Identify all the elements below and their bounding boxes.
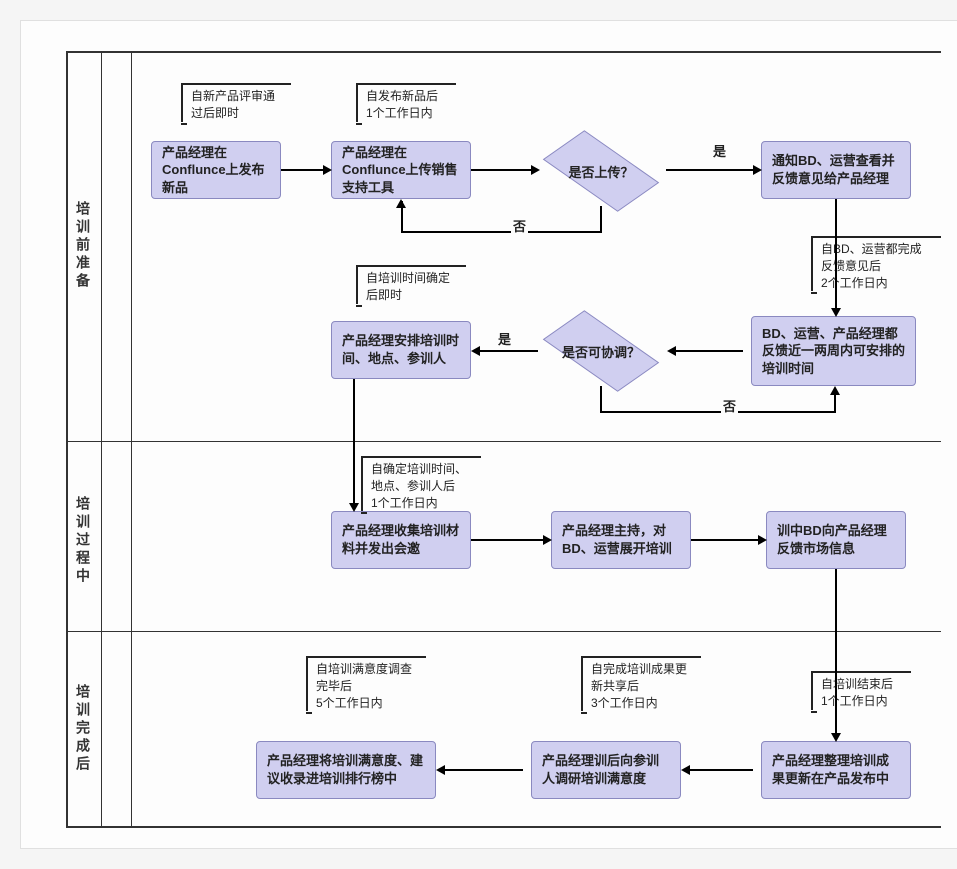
label-yes2: 是: [496, 329, 513, 348]
node-feedback-time: BD、运营、产品经理都反馈近一两周内可安排的培训时间: [751, 316, 916, 386]
edge-n5-n6: [676, 350, 743, 352]
annotation-a2: 自发布新品后1个工作日内: [356, 83, 456, 122]
annotation-a1: 自新产品评审通过后即时: [181, 83, 291, 122]
node-upload-tools: 产品经理在Conflunce上传销售支持工具: [331, 141, 471, 199]
swimlane-label-3: 培训完成后: [73, 631, 93, 826]
border-bottom: [66, 826, 941, 828]
node-update-results: 产品经理整理培训成果更新在产品发布中: [761, 741, 911, 799]
node-notify-bd: 通知BD、运营查看并反馈意见给产品经理: [761, 141, 911, 199]
node-is-uploaded: 是否上传？: [536, 136, 666, 206]
node-can-coordinate: 是否可协调？: [536, 316, 666, 386]
lane-sep-2: [66, 631, 941, 632]
swimlane-label-1: 培训前准备: [73, 51, 93, 441]
edge-n9-n10: [691, 539, 758, 541]
swimlane-label-2: 培训过程中: [73, 451, 93, 631]
arrow-n1-n2: [323, 165, 332, 175]
node-collect-materials: 产品经理收集培训材料并发出会邀: [331, 511, 471, 569]
border-top: [66, 51, 941, 53]
arrow-n9-n10: [758, 535, 767, 545]
node-arrange-training: 产品经理安排培训时间、地点、参训人: [331, 321, 471, 379]
arrow-n6-n7: [471, 346, 480, 356]
edge-n2-n3: [471, 169, 531, 171]
edge-n12-n13: [445, 769, 523, 771]
edge-n8-n9: [471, 539, 543, 541]
annotation-a5: 自确定培训时间、地点、参训人后1个工作日内: [361, 456, 481, 511]
annotation-a3: 自BD、运营都完成反馈意见后2个工作日内: [811, 236, 941, 291]
edge-n7-n8: [353, 379, 355, 503]
label-no1: 否: [511, 216, 528, 235]
edge-n6-no-h: [600, 411, 836, 413]
edge-n10-n11: [835, 569, 837, 733]
node-survey: 产品经理训后向参训人调研培训满意度: [531, 741, 681, 799]
arrow-n7-n8: [349, 503, 359, 512]
lane-sep-1: [66, 441, 941, 442]
decision-label-2: 是否可协调？: [536, 316, 666, 386]
node-conduct-training: 产品经理主持，对BD、运营展开培训: [551, 511, 691, 569]
border-lane-label-sep: [101, 51, 102, 826]
node-bd-feedback: 训中BD向产品经理反馈市场信息: [766, 511, 906, 569]
arrow-n6-no: [830, 386, 840, 395]
label-yes1: 是: [711, 141, 728, 160]
edge-n3-n4: [666, 169, 753, 171]
node-publish-product: 产品经理在Conflunce上发布新品: [151, 141, 281, 199]
edge-n1-n2: [281, 169, 323, 171]
arrow-n8-n9: [543, 535, 552, 545]
arrow-n11-n12: [681, 765, 690, 775]
edge-n6-n7: [480, 350, 538, 352]
annotation-a4: 自培训时间确定后即时: [356, 265, 466, 304]
node-record-ranking: 产品经理将培训满意度、建议收录进培训排行榜中: [256, 741, 436, 799]
arrow-n5-n6: [667, 346, 676, 356]
arrow-n3-no: [396, 199, 406, 208]
label-no2: 否: [721, 396, 738, 415]
edge-n6-no-v: [600, 386, 602, 411]
annotation-a6: 自培训结束后1个工作日内: [811, 671, 911, 710]
edge-n3-no-h: [401, 231, 602, 233]
edge-n11-n12: [690, 769, 753, 771]
annotation-a7: 自完成培训成果更新共享后3个工作日内: [581, 656, 701, 711]
border-content-sep: [131, 51, 132, 826]
arrow-n12-n13: [436, 765, 445, 775]
edge-n4-n5: [835, 199, 837, 309]
decision-label: 是否上传？: [536, 136, 666, 206]
edge-n3-no-v: [600, 206, 602, 231]
flowchart-diagram: 培训前准备 培训过程中 培训完成后 产品经理在Conflunce上发布新品 产品…: [20, 20, 957, 849]
arrow-n4-n5: [831, 308, 841, 317]
border-left: [66, 51, 68, 826]
arrow-n3-n4: [753, 165, 762, 175]
annotation-a8: 自培训满意度调查完毕后5个工作日内: [306, 656, 426, 711]
arrow-n10-n11: [831, 733, 841, 742]
